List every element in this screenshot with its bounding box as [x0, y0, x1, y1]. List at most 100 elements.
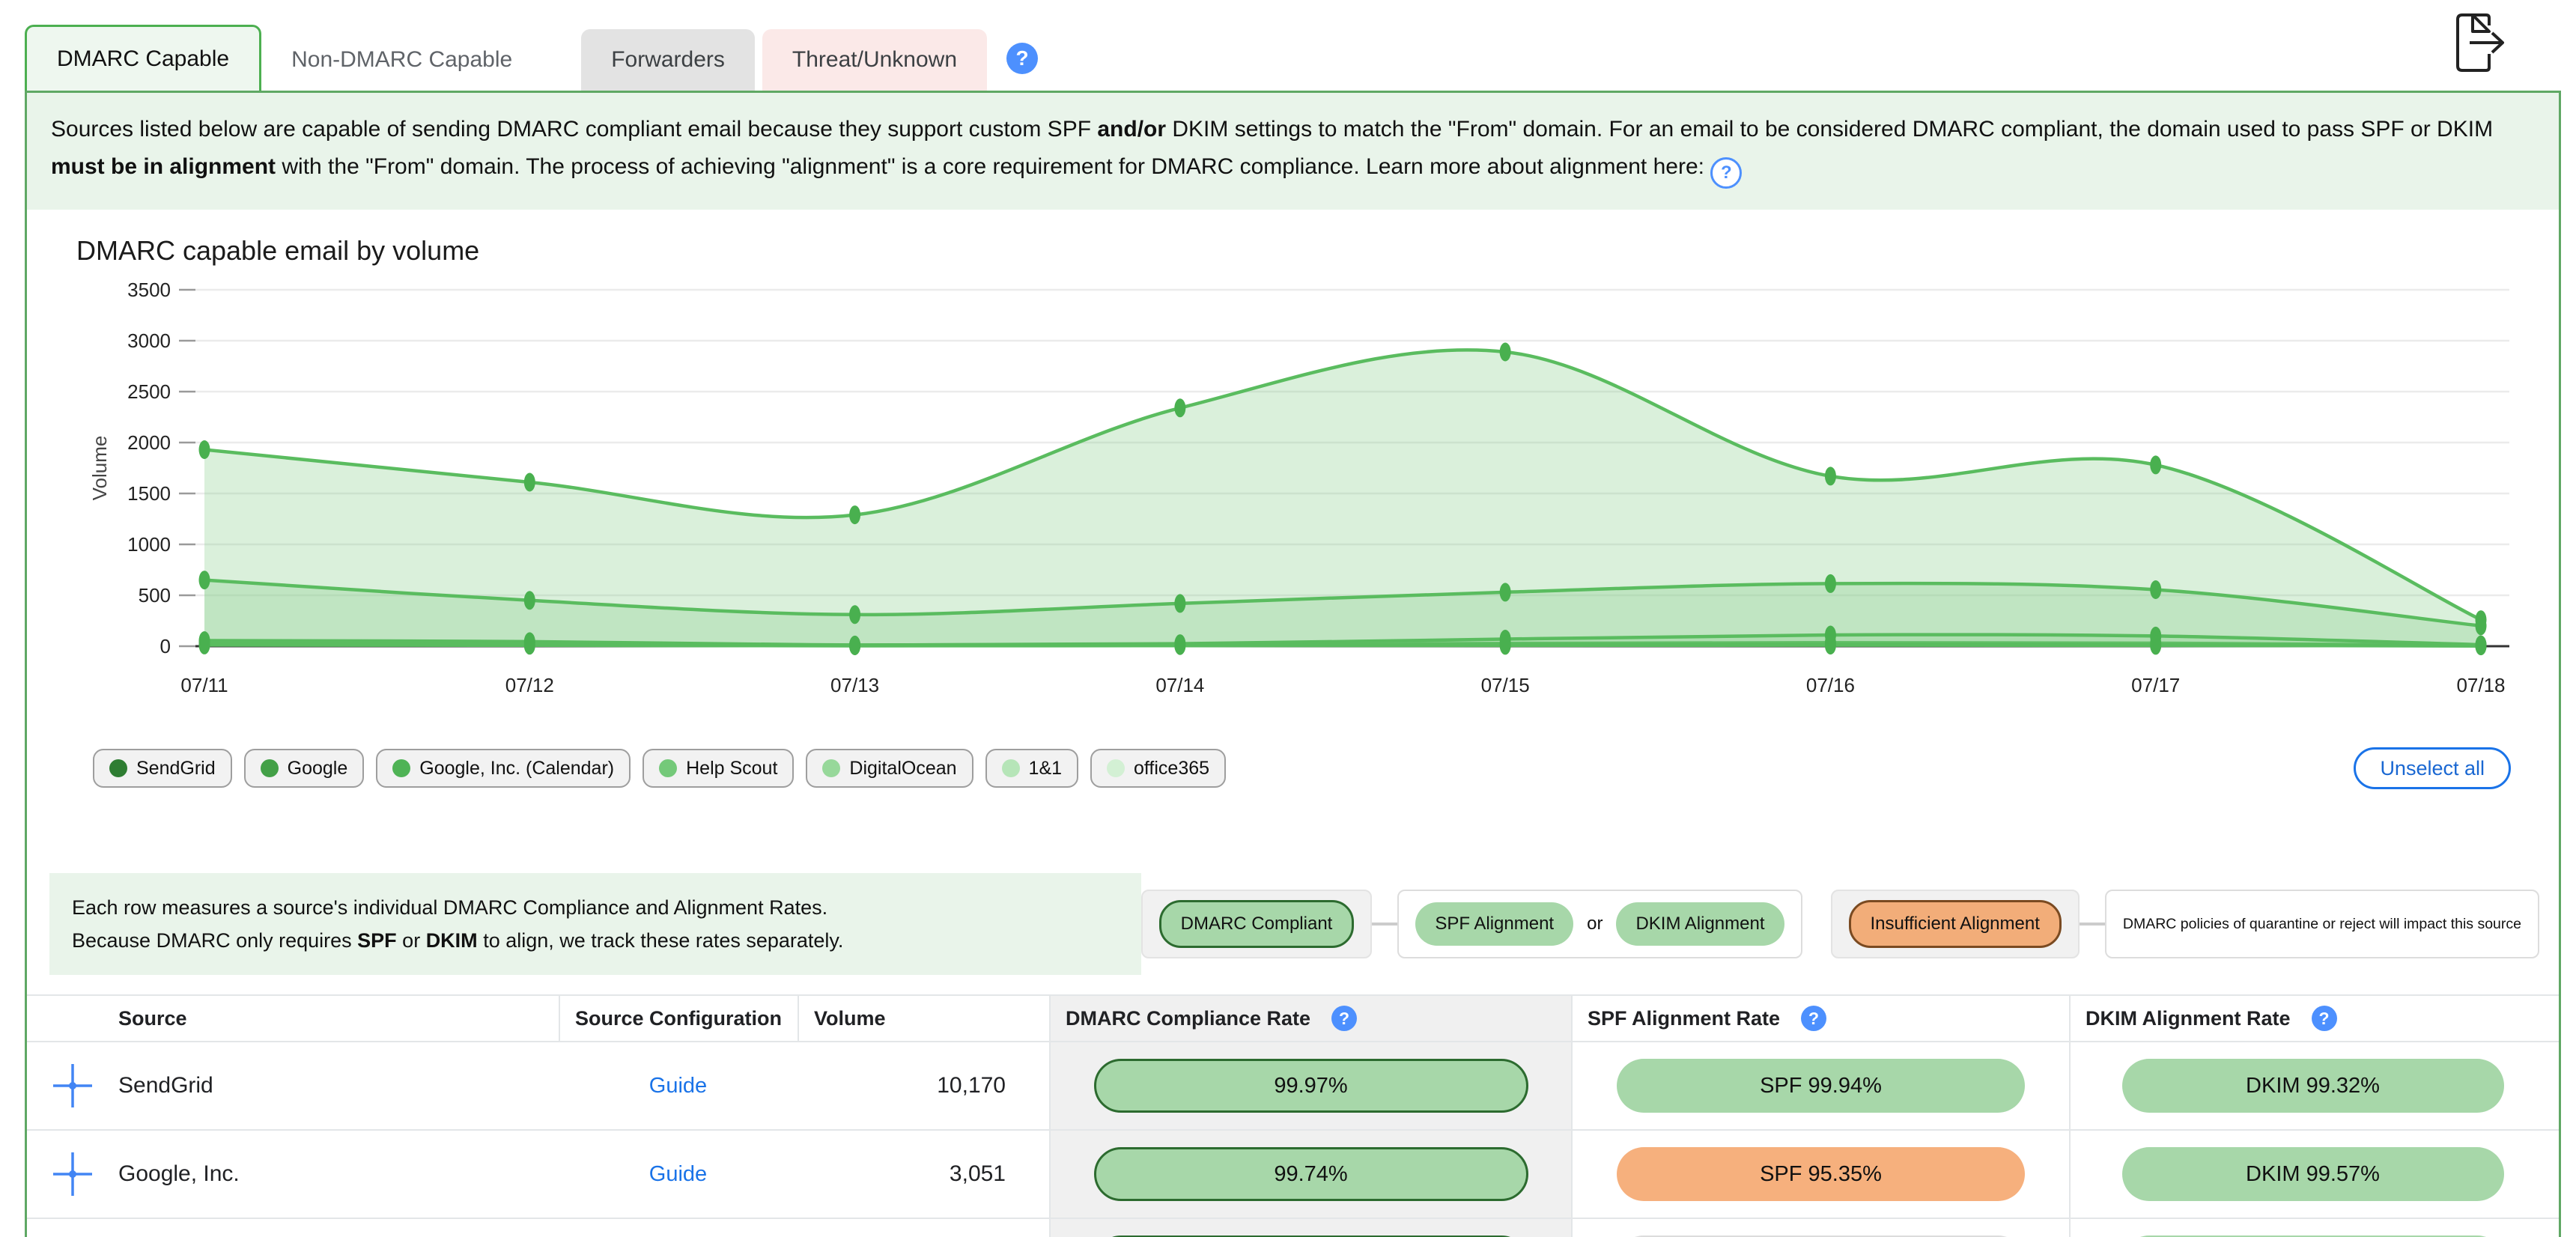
tabs-help-icon[interactable]: ? — [1006, 43, 1038, 74]
legend-card-alignment: SPF Alignment or DKIM Alignment — [1397, 890, 1802, 958]
legend-card-dmarc-compliant: DMARC Compliant — [1141, 890, 1373, 958]
table-row-2: Google, Inc. Guide 3,051 99.74% SPF 95.35% DK… — [27, 1131, 2559, 1219]
col-header-source[interactable]: Source — [118, 996, 559, 1041]
alignment-help-icon[interactable]: ? — [1710, 157, 1742, 189]
dmarc-compliance-pill: 99.97% — [1094, 1059, 1528, 1113]
note-line-2: Because DMARC only requires SPF or DKIM … — [72, 924, 1119, 957]
svg-text:07/14: 07/14 — [1155, 674, 1204, 696]
note-line-1: Each row measures a source's individual … — [72, 891, 1119, 924]
dkim-rate-help-icon[interactable]: ? — [2312, 1006, 2337, 1031]
insufficient-alignment-pill: Insufficient Alignment — [1849, 900, 2062, 948]
tab-dmarc-capable[interactable]: DMARC Capable — [25, 25, 261, 91]
tab-non-dmarc-capable[interactable]: Non-DMARC Capable — [261, 29, 542, 91]
series-chip-label: 1&1 — [1029, 758, 1062, 779]
dmarc-compliance-pill: 99.74% — [1094, 1147, 1528, 1201]
table-header-row: Source Source Configuration Volume DMARC… — [27, 994, 2559, 1042]
dmarc-rate-help-icon[interactable]: ? — [1331, 1006, 1357, 1031]
series-color-dot — [109, 759, 127, 777]
rate-legend: DMARC Compliant SPF Alignment or DKIM Al… — [1141, 890, 2539, 958]
svg-text:0: 0 — [160, 635, 171, 657]
export-icon[interactable] — [2450, 12, 2510, 75]
table-note: Each row measures a source's individual … — [49, 873, 1141, 975]
svg-text:2000: 2000 — [127, 431, 171, 454]
svg-text:07/18: 07/18 — [2456, 674, 2505, 696]
svg-text:1500: 1500 — [127, 482, 171, 505]
svg-text:3500: 3500 — [127, 279, 171, 301]
series-color-dot — [822, 759, 840, 777]
legend-card-impact: DMARC policies of quarantine or reject w… — [2105, 890, 2539, 958]
volume-value: 3,051 — [798, 1161, 1049, 1187]
guide-link[interactable]: Guide — [649, 1162, 707, 1187]
col-header-dkim-alignment-rate[interactable]: DKIM Alignment Rate ? — [2069, 996, 2555, 1041]
spf-alignment-rate-pill: SPF 99.94% — [1617, 1059, 2025, 1113]
series-chip-4[interactable]: Help Scout — [643, 749, 794, 788]
svg-text:3000: 3000 — [127, 329, 171, 352]
chart-legend-row: SendGrid Google Google, Inc. (Calendar) Hel… — [27, 735, 2559, 789]
spf-alignment-pill: SPF Alignment — [1415, 902, 1573, 946]
legend-card-insufficient: Insufficient Alignment — [1831, 890, 2080, 958]
col-header-source-configuration[interactable]: Source Configuration — [559, 996, 798, 1041]
table-row-1: SendGrid Guide 10,170 99.97% SPF 99.94% DKIM … — [27, 1042, 2559, 1131]
svg-text:07/13: 07/13 — [830, 674, 879, 696]
tab-forwarders[interactable]: Forwarders — [581, 29, 755, 91]
table-row-3: Google, Inc. (Calendar)Guide234100%SPF I… — [27, 1219, 2559, 1237]
dkim-alignment-pill: DKIM Alignment — [1616, 902, 1784, 946]
expand-row-icon[interactable] — [27, 1061, 118, 1110]
panel-description: Sources listed below are capable of send… — [27, 93, 2559, 210]
svg-text:07/16: 07/16 — [1806, 674, 1855, 696]
source-name: Google, Inc. — [118, 1161, 559, 1187]
svg-text:1000: 1000 — [127, 533, 171, 556]
series-color-dot — [392, 759, 410, 777]
chart-title: DMARC capable email by volume — [76, 235, 2559, 267]
legend-connector — [2080, 923, 2105, 926]
svg-text:07/15: 07/15 — [1481, 674, 1530, 696]
expand-row-icon[interactable] — [27, 1149, 118, 1199]
series-color-dot — [1107, 759, 1125, 777]
series-chip-label: office365 — [1134, 758, 1209, 779]
legend-connector — [1372, 923, 1397, 926]
series-chip-1[interactable]: SendGrid — [93, 749, 232, 788]
dmarc-capable-panel: Sources listed below are capable of send… — [25, 91, 2561, 1237]
series-color-dot — [659, 759, 677, 777]
dkim-alignment-rate-pill: DKIM 99.57% — [2122, 1147, 2504, 1201]
series-chip-2[interactable]: Google — [244, 749, 365, 788]
source-name: SendGrid — [118, 1073, 559, 1098]
series-chip-3[interactable]: Google, Inc. (Calendar) — [376, 749, 631, 788]
series-chip-6[interactable]: 1&1 — [985, 749, 1078, 788]
series-chip-label: Google — [288, 758, 348, 779]
spf-rate-help-icon[interactable]: ? — [1801, 1006, 1826, 1031]
or-label: or — [1587, 914, 1603, 934]
impact-note-text: DMARC policies of quarantine or reject w… — [2123, 916, 2521, 933]
tabs-row: DMARC Capable Non-DMARC Capable Forwarde… — [25, 25, 2576, 91]
col-header-spf-alignment-rate[interactable]: SPF Alignment Rate ? — [1571, 996, 2069, 1041]
svg-text:07/11: 07/11 — [180, 674, 228, 696]
tab-threat-unknown[interactable]: Threat/Unknown — [762, 29, 987, 91]
unselect-all-button[interactable]: Unselect all — [2354, 747, 2511, 789]
svg-text:Volume: Volume — [88, 436, 111, 501]
svg-text:500: 500 — [139, 584, 171, 607]
sources-table: Source Source Configuration Volume DMARC… — [27, 994, 2559, 1237]
series-color-dot — [1002, 759, 1020, 777]
svg-text:07/17: 07/17 — [2131, 674, 2180, 696]
table-note-row: Each row measures a source's individual … — [49, 873, 2539, 975]
dkim-alignment-rate-pill: DKIM 99.32% — [2122, 1059, 2504, 1113]
series-chip-label: DigitalOcean — [849, 758, 956, 779]
table-body: SendGrid Guide 10,170 99.97% SPF 99.94% DKIM … — [27, 1042, 2559, 1237]
series-chip-7[interactable]: office365 — [1090, 749, 1226, 788]
spf-alignment-rate-pill: SPF 95.35% — [1617, 1147, 2025, 1201]
series-color-dot — [261, 759, 279, 777]
series-chip-label: Help Scout — [686, 758, 777, 779]
volume-area-chart: 0 500 1000 1500 2000 2500 3000 3500 Volume 07/11 0… — [27, 271, 2562, 735]
description-text: Sources listed below are capable of send… — [51, 117, 2493, 179]
series-chip-label: SendGrid — [136, 758, 216, 779]
series-chips: SendGrid Google Google, Inc. (Calendar) Hel… — [93, 749, 1226, 788]
guide-link[interactable]: Guide — [649, 1074, 707, 1098]
svg-text:2500: 2500 — [127, 380, 171, 403]
col-header-volume[interactable]: Volume — [798, 996, 1049, 1041]
col-header-dmarc-compliance-rate[interactable]: DMARC Compliance Rate ? — [1049, 996, 1571, 1041]
series-chip-label: Google, Inc. (Calendar) — [419, 758, 614, 779]
series-chip-5[interactable]: DigitalOcean — [806, 749, 973, 788]
svg-text:07/12: 07/12 — [505, 674, 554, 696]
dmarc-compliant-pill: DMARC Compliant — [1159, 900, 1355, 948]
volume-value: 10,170 — [798, 1073, 1049, 1098]
